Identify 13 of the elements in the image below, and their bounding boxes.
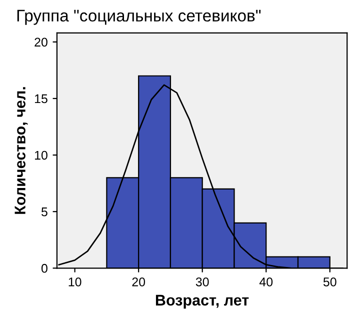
chart-title: Группа "социальных сетевиков" xyxy=(17,10,261,25)
x-tick-label: 30 xyxy=(196,277,209,286)
y-tick-label: 15 xyxy=(34,94,48,104)
y-tick-label: 0 xyxy=(41,264,48,273)
y-axis-title: Количество, чел. xyxy=(14,87,28,214)
y-tick-label: 5 xyxy=(41,208,48,216)
y-tick-label: 10 xyxy=(34,150,48,160)
x-tick-label: 50 xyxy=(323,277,336,286)
x-axis-title: Возраст, лет xyxy=(156,294,249,309)
y-tick-label: 20 xyxy=(34,38,48,47)
x-tick-label: 20 xyxy=(132,277,146,286)
x-tick-label: 40 xyxy=(259,277,273,286)
x-tick-label: 10 xyxy=(68,277,82,286)
